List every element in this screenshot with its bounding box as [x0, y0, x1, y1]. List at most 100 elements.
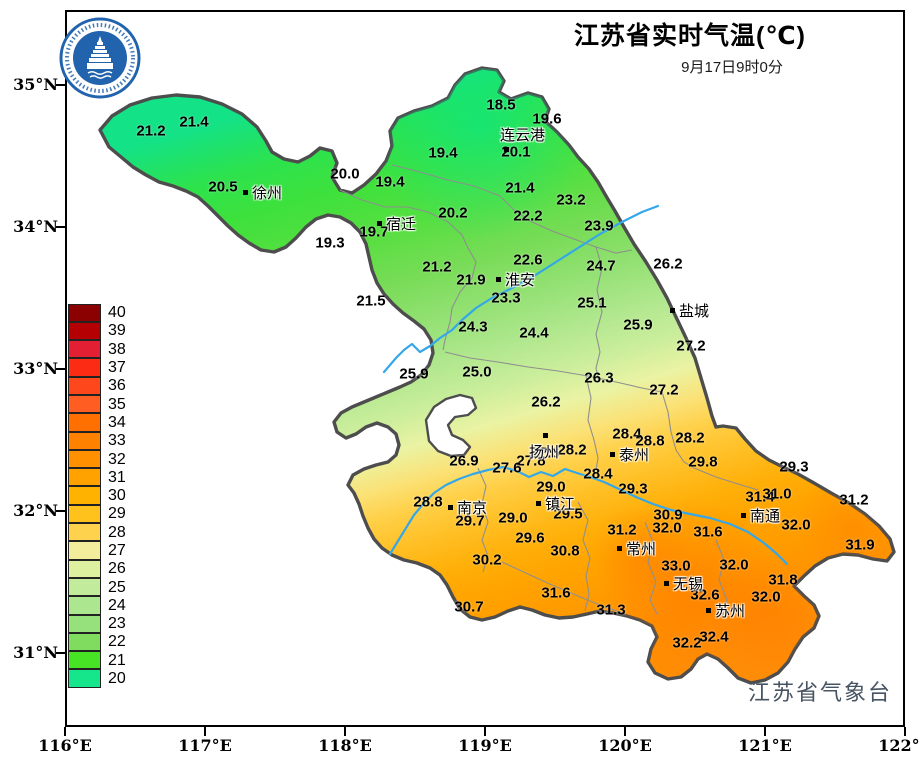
temp-reading: 21.2 [422, 258, 452, 276]
temp-reading: 22.2 [513, 207, 543, 225]
city-marker: 淮安 [496, 272, 535, 289]
x-tick-mark [764, 727, 766, 736]
legend-value: 31 [108, 468, 126, 486]
legend-value: 33 [108, 432, 126, 450]
legend-entry: 32 [68, 449, 126, 469]
legend-value: 20 [108, 670, 126, 688]
huai-river [382, 204, 660, 374]
temp-reading: 28.2 [557, 441, 587, 459]
x-tick-mark [344, 727, 346, 736]
city-label: 扬州 [529, 444, 560, 461]
legend-entry: 31 [68, 468, 126, 487]
legend-color-swatch [68, 449, 101, 469]
city-label: 苏州 [715, 602, 746, 620]
legend-color-swatch [68, 340, 101, 359]
legend-value: 21 [108, 651, 126, 669]
legend-entry: 37 [68, 358, 126, 377]
legend-value: 22 [108, 633, 126, 651]
temp-reading: 26.9 [449, 452, 479, 470]
temp-reading: 28.8 [635, 432, 665, 450]
temp-reading: 31.2 [839, 491, 869, 509]
temp-reading: 19.4 [375, 173, 405, 191]
temp-reading: 32.2 [672, 634, 702, 652]
temp-reading: 21.9 [456, 271, 486, 289]
legend-entry: 38 [68, 340, 126, 359]
x-tick-mark [64, 727, 66, 736]
x-tick-mark [204, 727, 206, 736]
legend-entry: 36 [68, 376, 126, 395]
legend-color-swatch [68, 303, 101, 322]
temp-reading: 31.0 [762, 485, 792, 503]
legend-color-swatch [68, 523, 101, 542]
temp-reading: 31.6 [541, 584, 571, 602]
temp-reading: 26.2 [653, 255, 683, 273]
province-fill [98, 66, 896, 685]
legend-value: 38 [108, 340, 126, 358]
city-dot-icon [448, 505, 453, 510]
temp-reading: 21.4 [505, 179, 535, 197]
legend-color-swatch [68, 632, 101, 652]
city-dot-icon [741, 513, 746, 518]
legend-entry: 30 [68, 486, 126, 505]
legend-value: 30 [108, 487, 126, 505]
city-boundaries [339, 164, 759, 617]
temp-reading: 32.0 [751, 588, 781, 606]
legend-value: 34 [108, 413, 126, 431]
temp-reading: 25.9 [399, 365, 429, 383]
city-dot-icon [617, 546, 622, 551]
legend-value: 28 [108, 523, 126, 541]
temp-reading: 33.0 [661, 557, 691, 575]
legend-color-swatch [68, 321, 101, 341]
temp-reading: 31.6 [693, 523, 723, 541]
legend-entry: 27 [68, 541, 126, 560]
legend-color-swatch [68, 541, 101, 560]
temp-reading: 30.8 [550, 542, 580, 560]
temp-reading: 27.8 [516, 452, 546, 470]
legend-color-swatch [68, 431, 101, 450]
temp-reading: 23.2 [556, 191, 586, 209]
agency-credit: 江苏省气象台 [748, 680, 893, 705]
x-tick-label: 121°E [738, 736, 792, 755]
temp-reading: 27.2 [649, 381, 679, 399]
temp-reading: 29.3 [618, 480, 648, 498]
legend-color-swatch [68, 394, 101, 414]
temp-reading: 24.7 [586, 257, 616, 275]
temp-reading: 25.9 [623, 316, 653, 334]
legend-entry: 26 [68, 559, 126, 578]
y-tick-mark [56, 368, 65, 370]
legend-entry: 34 [68, 413, 126, 432]
legend-entry: 22 [68, 632, 126, 652]
temp-reading: 32.0 [652, 519, 682, 537]
city-dot-icon [243, 190, 248, 195]
x-tick-label: 119°E [458, 736, 512, 755]
y-tick-mark [56, 652, 65, 654]
temp-reading: 19.3 [315, 234, 345, 252]
temperature-legend: 40 39 38 37 36 35 34 33 [68, 303, 126, 688]
legend-value: 27 [108, 542, 126, 559]
city-dot-icon [504, 147, 509, 152]
city-label: 泰州 [619, 446, 650, 464]
temp-reading: 26.3 [584, 369, 614, 387]
temp-reading: 31.4 [745, 488, 775, 506]
agency-logo [58, 16, 142, 105]
temp-reading: 21.5 [356, 292, 386, 310]
legend-value: 23 [108, 615, 126, 633]
city-label: 南通 [750, 507, 781, 525]
temp-reading: 27.2 [676, 337, 706, 355]
legend-value: 24 [108, 596, 126, 614]
x-tick-mark [904, 727, 906, 736]
legend-entry: 20 [68, 669, 126, 688]
legend-value: 36 [108, 377, 126, 395]
city-marker: 徐州 [243, 185, 282, 202]
city-marker: 无锡 [664, 576, 703, 593]
temp-reading: 19.6 [532, 110, 562, 128]
city-label: 南京 [457, 499, 488, 517]
y-tick-label: 32°N [13, 501, 58, 520]
x-tick-label: 122°E [878, 736, 920, 755]
city-marker: 苏州 [706, 603, 745, 620]
temp-reading: 30.2 [472, 551, 502, 569]
y-tick-mark [56, 510, 65, 512]
x-tick-label: 118°E [318, 736, 372, 755]
temp-reading: 32.0 [781, 516, 811, 534]
temp-reading: 18.5 [486, 96, 516, 114]
